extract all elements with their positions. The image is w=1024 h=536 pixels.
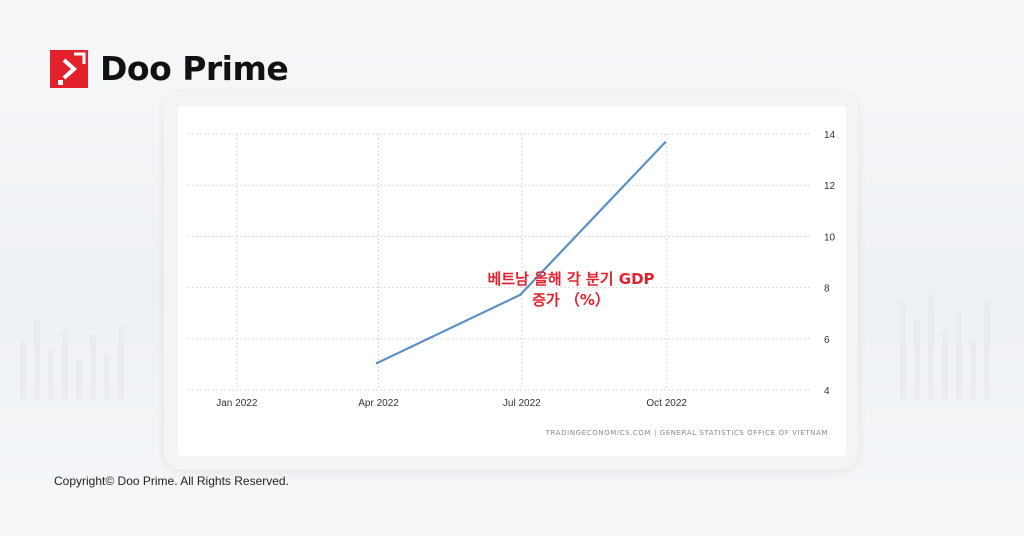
y-tick-label: 12 — [824, 181, 836, 192]
x-axis: Jan 2022 Apr 2022 Jul 2022 Oct 2022 — [216, 398, 687, 409]
brand-logo[interactable]: Doo Prime — [50, 49, 289, 88]
y-tick-label: 4 — [824, 386, 830, 397]
x-tick-label: Jan 2022 — [216, 398, 258, 409]
x-tick-label: Oct 2022 — [646, 398, 687, 409]
doo-prime-logo-icon — [50, 50, 88, 88]
data-point — [375, 361, 379, 365]
copyright-text: Copyright© Doo Prime. All Rights Reserve… — [54, 474, 289, 488]
chart-title-line-1: 베트남 올해 각 분기 GDP — [487, 270, 654, 288]
y-tick-label: 10 — [824, 232, 836, 243]
grid-lines — [188, 133, 810, 391]
brand-name: Doo Prime — [100, 49, 289, 88]
chart-panel: 4 6 8 10 12 14 Jan 2022 Apr 2022 Jul 2022 Oct 20… — [178, 106, 846, 456]
data-point — [663, 141, 667, 144]
chart-source: TRADINGECONOMICS.COM | GENERAL STATISTIC… — [545, 429, 828, 437]
y-tick-label: 8 — [824, 284, 830, 295]
data-point — [519, 293, 522, 296]
y-axis: 4 6 8 10 12 14 — [824, 130, 836, 397]
x-tick-label: Jul 2022 — [503, 398, 541, 409]
series-line — [376, 141, 666, 365]
y-tick-label: 14 — [824, 130, 836, 141]
gdp-growth-line-chart: 4 6 8 10 12 14 Jan 2022 Apr 2022 Jul 2022 Oct 20… — [188, 130, 836, 437]
x-tick-label: Apr 2022 — [358, 398, 399, 409]
chart-title-line-2: 증가 （%） — [532, 291, 610, 309]
y-tick-label: 6 — [824, 335, 830, 346]
series-layer — [375, 141, 667, 365]
